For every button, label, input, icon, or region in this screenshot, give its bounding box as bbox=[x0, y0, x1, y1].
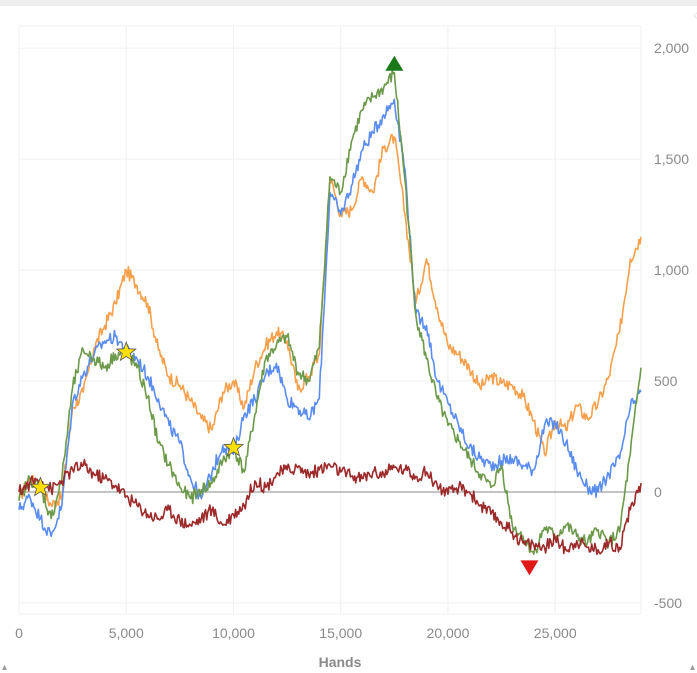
grid bbox=[18, 25, 642, 615]
star-marker bbox=[222, 436, 245, 457]
x-tick-label: 5,000 bbox=[109, 625, 144, 641]
series-layer bbox=[18, 69, 642, 555]
y-tick-label: 0 bbox=[654, 484, 662, 500]
star-marker bbox=[29, 476, 52, 497]
y-axis-ticks: -500 0 500 1,000 1,500 2,000 bbox=[654, 40, 689, 611]
peak-triangle-marker bbox=[385, 55, 404, 71]
resize-handle-right-icon[interactable]: ▴ bbox=[689, 662, 695, 673]
marker-layer bbox=[29, 55, 539, 576]
y-tick-label: 1,000 bbox=[654, 262, 689, 278]
x-tick-label: 25,000 bbox=[534, 625, 577, 641]
star-marker bbox=[115, 341, 137, 362]
top-bar bbox=[0, 0, 697, 6]
corner-icon: ◌ bbox=[694, 8, 697, 22]
y-tick-label: 2,000 bbox=[654, 40, 689, 56]
series-line-4 bbox=[18, 458, 642, 555]
x-tick-label: 15,000 bbox=[319, 625, 362, 641]
y-tick-label: 500 bbox=[654, 373, 678, 389]
plot-area bbox=[18, 25, 642, 615]
x-axis-label: Hands bbox=[319, 654, 362, 670]
x-tick-label: 10,000 bbox=[212, 625, 255, 641]
series-line-2 bbox=[18, 98, 642, 538]
x-tick-label: 20,000 bbox=[427, 625, 470, 641]
x-tick-label: 0 bbox=[15, 625, 23, 641]
trough-triangle-marker bbox=[520, 560, 539, 576]
y-tick-label: 1,500 bbox=[654, 151, 689, 167]
series-line-1 bbox=[18, 134, 642, 508]
y-tick-label: -500 bbox=[654, 595, 682, 611]
x-axis-ticks: 0 5,000 10,000 15,000 20,000 25,000 bbox=[15, 625, 577, 641]
resize-handle-left-icon[interactable]: ▴ bbox=[2, 662, 8, 673]
